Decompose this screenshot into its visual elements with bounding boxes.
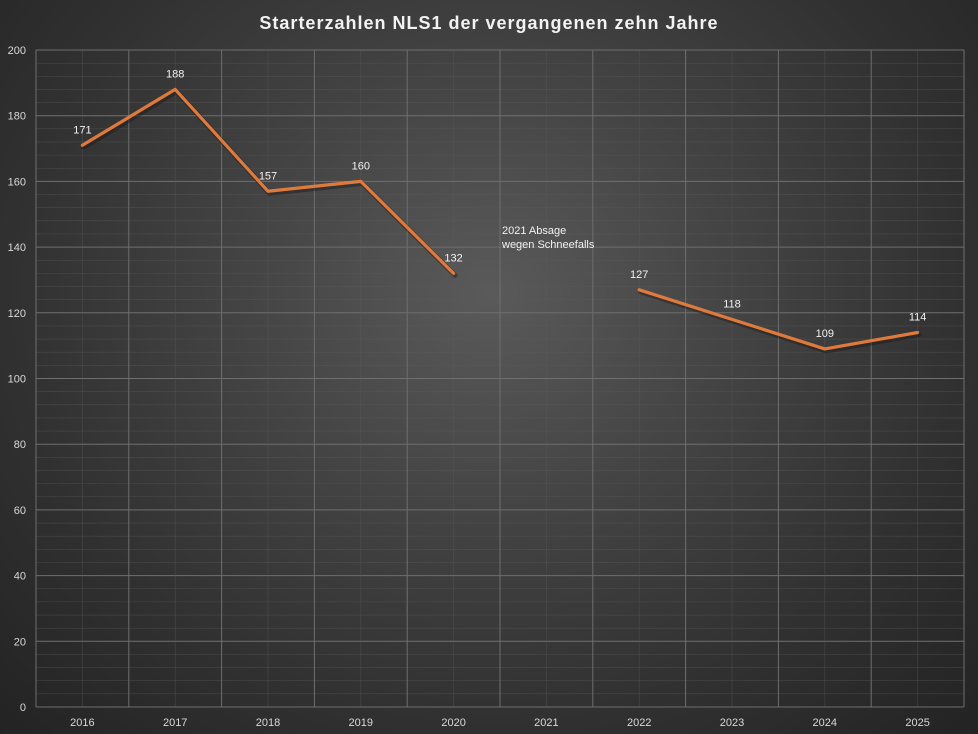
data-label: 157 [259, 170, 277, 182]
data-labels: 171 188 157 160 132 127 118 109 114 [73, 68, 926, 340]
x-tick-label: 2019 [349, 717, 373, 729]
x-tick-label: 2022 [627, 717, 651, 729]
annotation-line: wegen Schneefalls [501, 239, 595, 251]
data-label: 171 [73, 124, 91, 136]
y-tick-label: 80 [14, 439, 26, 451]
y-tick-label: 20 [14, 636, 26, 648]
y-tick-label: 60 [14, 505, 26, 517]
y-tick-label: 160 [8, 176, 26, 188]
series-line-shadow [638, 289, 922, 354]
series-line-shadow [81, 88, 458, 278]
y-tick-label: 120 [8, 308, 26, 320]
data-label: 114 [909, 312, 927, 324]
x-tick-label: 2017 [163, 717, 187, 729]
data-label: 118 [723, 298, 741, 310]
data-label: 132 [444, 252, 462, 264]
chart-title: Starterzahlen NLS1 der vergangenen zehn … [259, 13, 718, 33]
x-tick-label: 2018 [256, 717, 280, 729]
axes: 0 20 40 60 80 100 120 140 160 180 200 2016 2017 2018 2… [8, 45, 930, 729]
y-tick-label: 0 [20, 702, 26, 714]
annotation-line: 2021 Absage [502, 225, 566, 237]
x-tick-label: 2024 [813, 717, 837, 729]
x-tick-label: 2025 [905, 717, 929, 729]
y-tick-label: 100 [8, 374, 26, 386]
x-tick-label: 2023 [720, 717, 744, 729]
data-label: 160 [352, 160, 370, 172]
y-tick-label: 180 [8, 111, 26, 123]
y-tick-label: 140 [8, 242, 26, 254]
data-label: 127 [630, 269, 648, 281]
x-tick-label: 2020 [441, 717, 465, 729]
series-line [637, 288, 920, 351]
gridlines [35, 49, 965, 708]
annotations: 2021 Absage wegen Schneefalls [501, 225, 595, 251]
data-label: 109 [816, 328, 834, 340]
y-tick-label: 40 [14, 571, 26, 583]
x-tick-label: 2016 [70, 717, 94, 729]
annotation-text: 2021 Absage wegen Schneefalls [501, 225, 595, 251]
y-tick-label: 200 [8, 45, 26, 57]
data-label: 188 [166, 68, 184, 80]
series-line [80, 87, 456, 275]
series [80, 87, 922, 354]
x-tick-label: 2021 [534, 717, 558, 729]
